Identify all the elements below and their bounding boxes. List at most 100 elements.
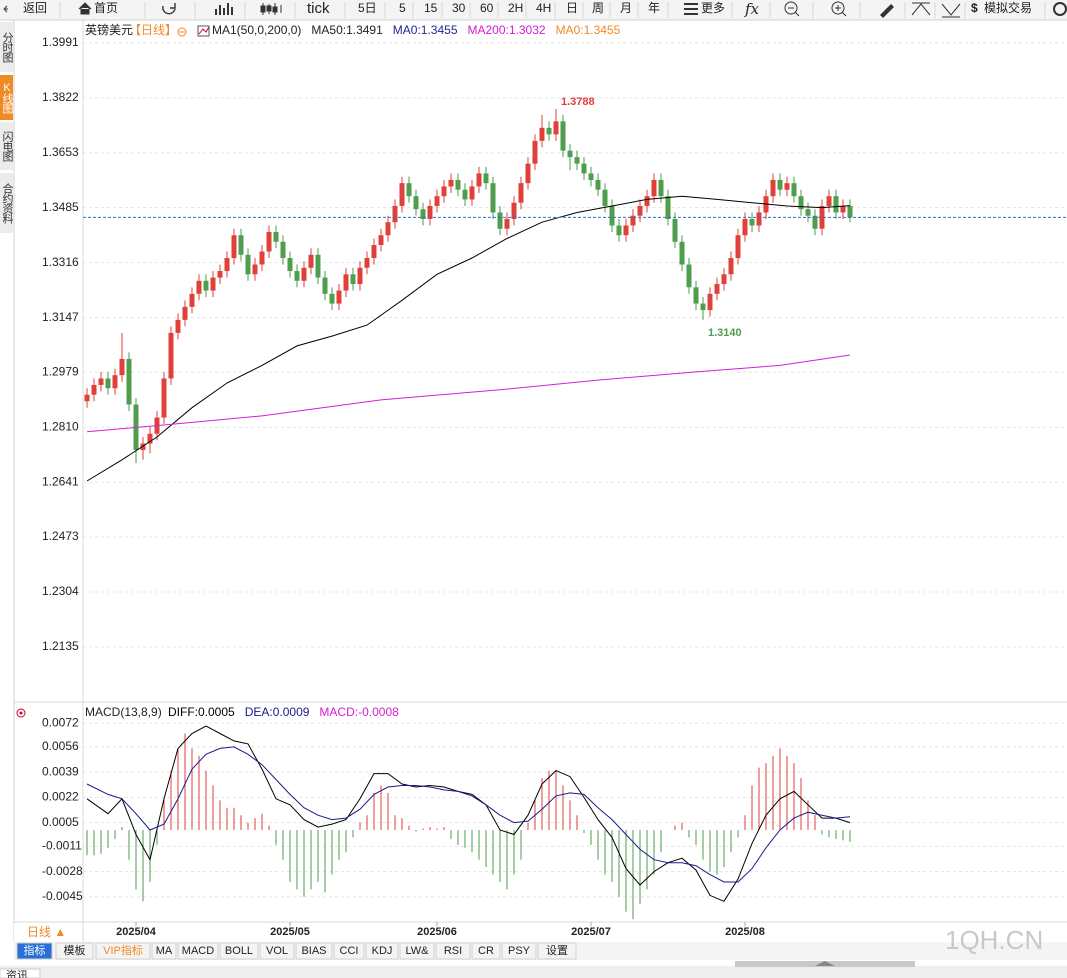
tab-label[interactable]: KDJ [372, 945, 393, 957]
back-button[interactable]: 返回 [23, 1, 47, 15]
y-tick-label: -0.0011 [42, 839, 82, 853]
candle-body [147, 433, 153, 444]
candle-body [441, 186, 447, 197]
settings-icon[interactable] [1053, 2, 1067, 16]
candle-body [238, 235, 244, 255]
tab[interactable] [471, 942, 501, 960]
candle-body [616, 225, 622, 236]
candle-body [287, 258, 293, 272]
tab-label[interactable]: LW& [405, 945, 429, 957]
candle-body [700, 303, 706, 311]
tab-label[interactable]: PSY [508, 945, 531, 957]
draw-down-icon[interactable] [941, 3, 961, 18]
period-button[interactable]: 周 [592, 1, 604, 15]
candle-body [791, 183, 797, 197]
zoom-out-icon[interactable] [784, 1, 798, 15]
candle-icon[interactable] [260, 3, 282, 15]
tab[interactable] [399, 942, 435, 960]
y-tick-label: 0.0056 [42, 739, 79, 753]
candle-body [574, 157, 580, 164]
macd-panel [86, 725, 851, 920]
side-tab[interactable]: K线图 [0, 75, 13, 120]
tab-label[interactable]: RSI [444, 945, 462, 957]
scroll-arrow[interactable] [815, 961, 835, 966]
tab[interactable] [177, 942, 219, 960]
tab-label[interactable]: 模板 [64, 943, 86, 957]
period-button[interactable]: 4H [536, 1, 551, 15]
bar-icon[interactable] [215, 3, 233, 15]
more-button[interactable]: 更多 [701, 1, 725, 15]
indicator-icon[interactable] [197, 25, 210, 37]
side-tab[interactable]: 闪电图 [0, 122, 13, 170]
period-button[interactable]: 日 [566, 1, 578, 15]
sim-trade-button[interactable]: 模拟交易 [984, 0, 1032, 15]
tab[interactable] [295, 942, 333, 960]
tab[interactable] [16, 942, 53, 960]
tab[interactable] [501, 942, 537, 960]
tab-label[interactable]: BOLL [225, 945, 253, 957]
news-label[interactable]: 资讯 [6, 969, 28, 978]
candle-body [553, 121, 559, 135]
footer-period[interactable]: 日线 ▲ [27, 925, 66, 939]
collapse-icon[interactable] [177, 27, 187, 37]
period-box [14, 923, 82, 942]
period-button[interactable]: 5日 [358, 1, 377, 15]
tick-button[interactable]: tick [307, 0, 330, 17]
toolbar [0, 0, 1067, 20]
legend-item: MACD:-0.0008 [319, 705, 399, 719]
tab[interactable] [333, 942, 365, 960]
tab-label[interactable]: VOL [266, 945, 288, 957]
tab-label[interactable]: MACD [182, 945, 214, 957]
period-button[interactable]: 30 [452, 1, 466, 15]
refresh-icon[interactable] [162, 3, 176, 15]
candle-body [602, 189, 608, 206]
candle-body [357, 267, 363, 285]
legend-item: MA1(50,0,200,0) [212, 23, 301, 37]
candle-body [371, 245, 377, 259]
zoom-in-icon[interactable] [831, 1, 845, 15]
candle-body [175, 319, 181, 333]
candle-body [511, 202, 517, 219]
formula-icon[interactable]: fx [744, 0, 760, 18]
home-button[interactable]: 首页 [94, 1, 118, 15]
period-label[interactable]: 【日线】 [129, 23, 177, 37]
tab[interactable] [55, 942, 94, 960]
draw-up-icon[interactable] [911, 2, 931, 16]
candle-body [525, 163, 531, 184]
period-button[interactable]: 15 [424, 1, 438, 15]
tab-label[interactable]: BIAS [301, 945, 326, 957]
period-button[interactable]: 月 [620, 1, 632, 15]
y-tick-label: 1.2473 [42, 529, 79, 543]
tab[interactable] [151, 942, 177, 960]
y-tick-label: 1.2304 [42, 584, 79, 598]
tab-label[interactable]: VIP指标 [103, 943, 143, 957]
candle-body [518, 183, 524, 203]
tab[interactable] [219, 942, 259, 960]
indicator-line [86, 746, 851, 883]
candle-body [469, 186, 475, 200]
side-tab[interactable]: 分时图 [0, 22, 13, 72]
tab[interactable] [95, 942, 151, 960]
tab-label[interactable]: 指标 [24, 943, 46, 957]
tab-label[interactable]: MA [156, 945, 173, 957]
tab[interactable] [365, 942, 399, 960]
tab[interactable] [259, 942, 295, 960]
candle-body [301, 267, 307, 281]
pen-icon[interactable] [880, 4, 894, 18]
candle-body [805, 209, 811, 216]
news-tab[interactable] [0, 968, 41, 978]
macd-settings-icon[interactable] [16, 708, 26, 718]
y-tick-label: 1.3485 [42, 200, 79, 214]
tab-label[interactable]: CCI [340, 945, 359, 957]
candle-body [714, 284, 720, 294]
period-button[interactable]: 60 [480, 1, 494, 15]
candle-body [252, 264, 258, 275]
tab[interactable] [435, 942, 471, 960]
side-tab[interactable]: 合约资料 [0, 173, 13, 233]
tab-label[interactable]: CR [478, 945, 494, 957]
period-button[interactable]: 年 [648, 1, 660, 15]
tab[interactable] [537, 942, 577, 960]
period-button[interactable]: 5 [399, 1, 406, 15]
tab-label[interactable]: 设置 [546, 944, 568, 957]
period-button[interactable]: 2H [508, 1, 523, 15]
